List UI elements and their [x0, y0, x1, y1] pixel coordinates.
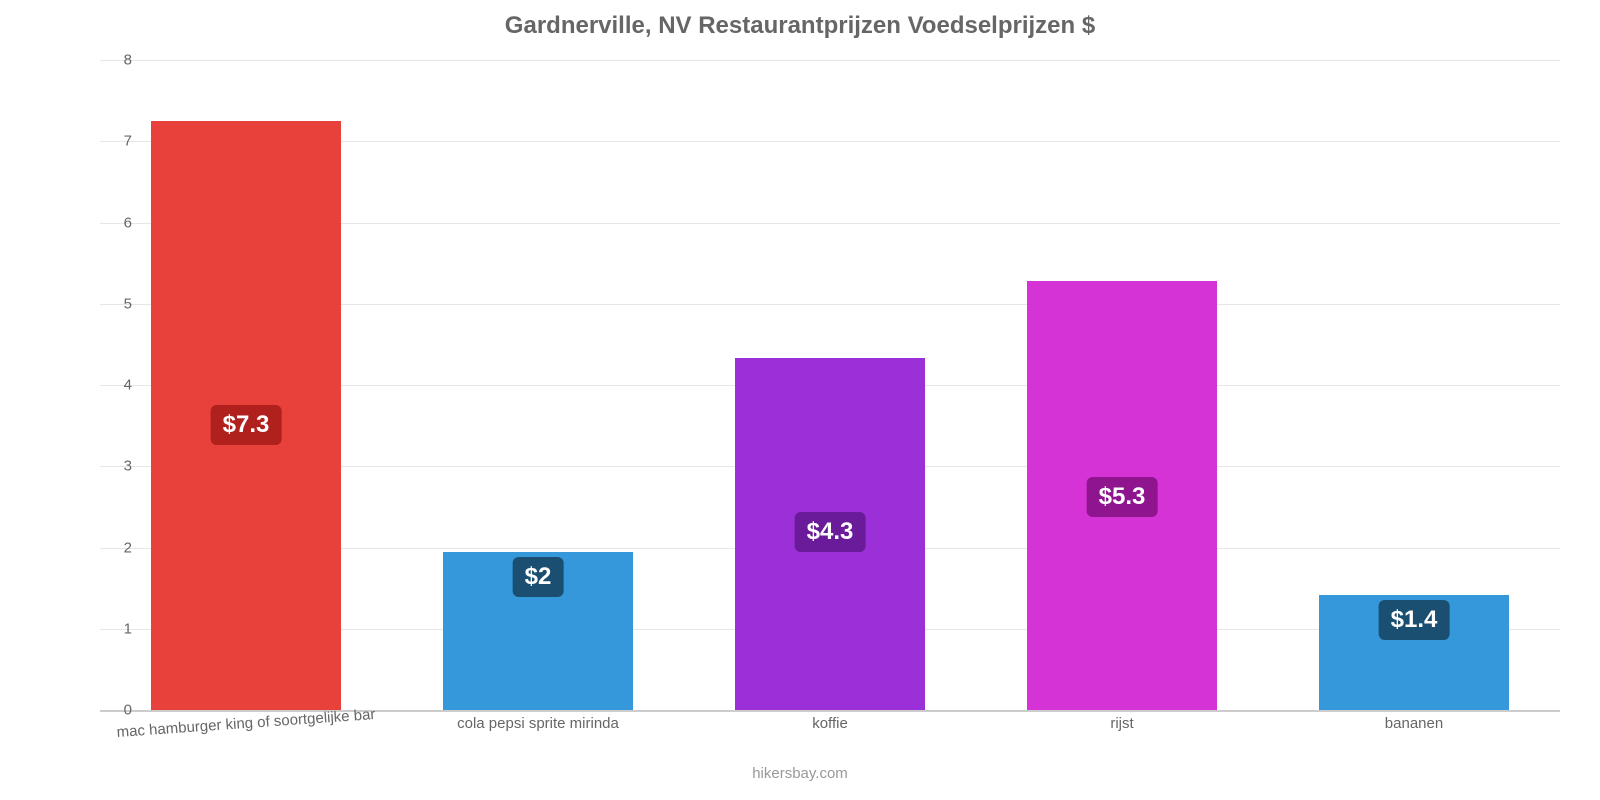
x-tick-label: cola pepsi sprite mirinda: [457, 715, 619, 732]
bar-value-label: $1.4: [1379, 600, 1450, 640]
y-tick-label: 3: [124, 458, 132, 475]
x-tick-label: rijst: [1110, 715, 1133, 732]
plot-area: $7.3 $2 $4.3 $5.3 $1.4: [100, 60, 1560, 710]
y-tick-label: 7: [124, 133, 132, 150]
x-tick-label: koffie: [812, 715, 848, 732]
chart-credit: hikersbay.com: [0, 765, 1600, 782]
gridline: [100, 60, 1560, 61]
y-tick-label: 0: [124, 702, 132, 719]
y-tick-label: 1: [124, 620, 132, 637]
price-bar-chart: Gardnerville, NV Restaurantprijzen Voeds…: [0, 0, 1600, 800]
y-tick-label: 2: [124, 539, 132, 556]
y-tick-label: 6: [124, 214, 132, 231]
bar-value-label: $7.3: [211, 405, 282, 445]
y-tick-label: 5: [124, 295, 132, 312]
chart-title: Gardnerville, NV Restaurantprijzen Voeds…: [0, 12, 1600, 40]
bar-value-label: $2: [513, 557, 564, 597]
x-tick-label: bananen: [1385, 715, 1443, 732]
bar-value-label: $5.3: [1087, 477, 1158, 517]
bar-value-label: $4.3: [795, 512, 866, 552]
y-tick-label: 8: [124, 52, 132, 69]
y-tick-label: 4: [124, 377, 132, 394]
